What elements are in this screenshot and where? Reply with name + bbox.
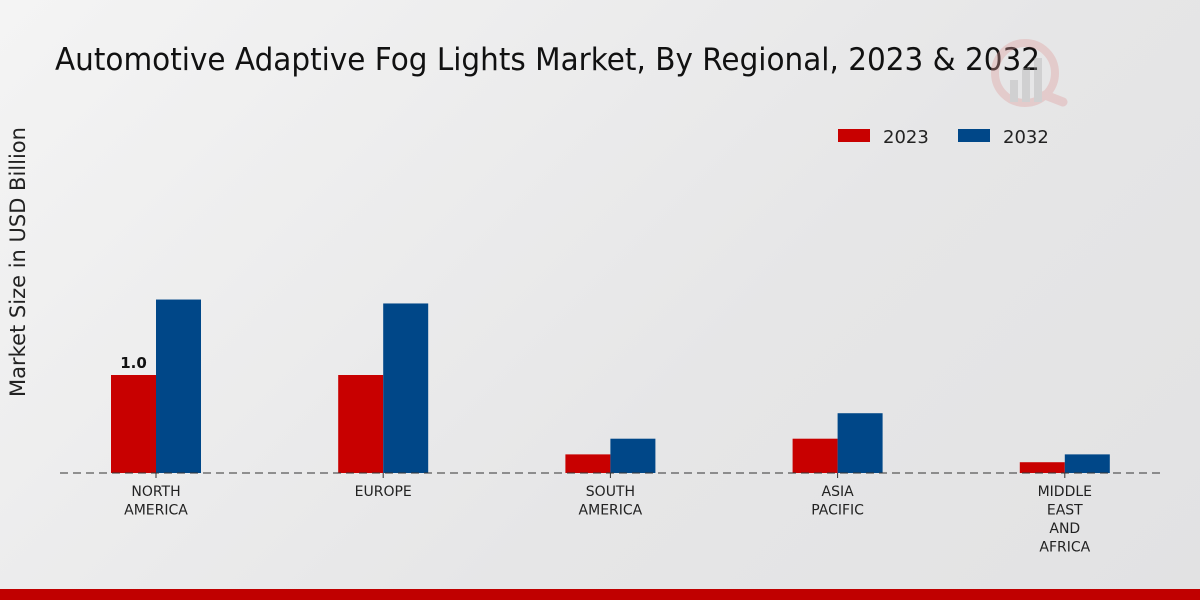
watermark-logo [991, 39, 1068, 107]
x-tick-label: MIDDLE EAST AND AFRICA [1038, 484, 1092, 556]
bar-2032-asia-pacific [837, 413, 883, 473]
legend-swatch-2023 [838, 129, 870, 142]
bar-2023-middle-east-and-africa [1019, 462, 1065, 473]
x-tick-label: ASIA PACIFIC [811, 484, 864, 519]
bar-2023-europe [338, 375, 384, 473]
bar-2032-north-america [156, 299, 201, 473]
x-tick-label: NORTH AMERICA [124, 484, 188, 519]
legend-swatch-2032 [958, 129, 990, 142]
bar-2032-south-america [610, 438, 656, 473]
legend-label-2023: 2023 [883, 127, 929, 148]
bar-2032-europe [383, 303, 429, 473]
bar-2032-middle-east-and-africa [1064, 454, 1110, 473]
legend-label-2032: 2032 [1003, 127, 1049, 148]
legend: 2023 2032 [838, 127, 1049, 148]
footer-accent-bar [0, 589, 1200, 600]
bar-2023-north-america [111, 375, 156, 473]
x-tick-label: EUROPE [355, 484, 412, 500]
chart-title: Automotive Adaptive Fog Lights Market, B… [55, 42, 1040, 78]
bar-2023-asia-pacific [792, 438, 838, 473]
data-label: 1.0 [120, 354, 147, 372]
x-tick-label: SOUTH AMERICA [579, 484, 643, 519]
y-axis-label: Market Size in USD Billion [6, 127, 30, 397]
bar-2023-south-america [565, 454, 611, 473]
